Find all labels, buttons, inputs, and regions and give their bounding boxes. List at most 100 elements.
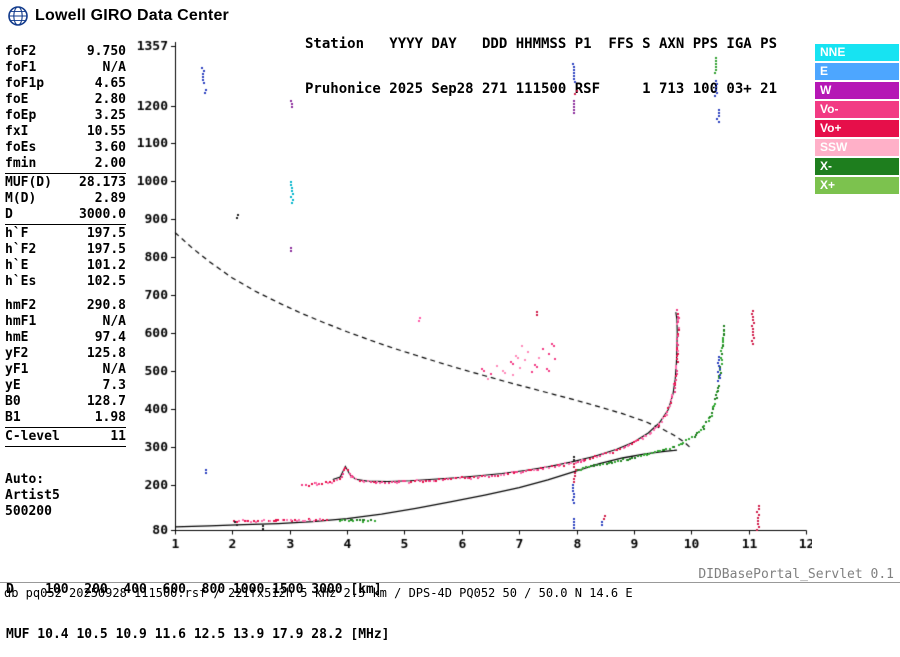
param-row-yf2: yF2 125.8 <box>5 346 126 362</box>
param-name: Artist5 <box>5 488 60 503</box>
legend-item-x: X- <box>815 158 899 175</box>
param-row-m-d: M(D) 2.89 <box>5 191 126 207</box>
panel-gap <box>5 290 126 298</box>
param-row-fof1: foF1 N/A <box>5 60 126 76</box>
param-row-c-level: C-level 11 <box>5 429 126 445</box>
param-name: 500200 <box>5 504 52 519</box>
param-name: foEp <box>5 108 37 123</box>
param-value: 2.89 <box>94 191 126 206</box>
param-name: C-level <box>5 429 60 444</box>
param-value: 11 <box>110 429 126 444</box>
param-value: 3000.0 <box>79 207 126 222</box>
param-value: 7.3 <box>102 378 126 393</box>
param-name: foF1p <box>5 76 45 91</box>
param-value: 197.5 <box>86 226 126 241</box>
param-row-b0: B0 128.7 <box>5 394 126 410</box>
param-name: hmF1 <box>5 314 37 329</box>
distance-row: D 100 200 400 600 800 1000 1500 3000 [km… <box>6 582 382 597</box>
param-row-muf-d: MUF(D) 28.173 <box>5 175 126 191</box>
param-name: foF1 <box>5 60 37 75</box>
distance-muf-table: D 100 200 400 600 800 1000 1500 3000 [km… <box>6 552 390 657</box>
param-row-h-e: h`E 101.2 <box>5 258 126 274</box>
param-row-yf1: yF1 N/A <box>5 362 126 378</box>
param-row-hme: hmE 97.4 <box>5 330 126 346</box>
param-value: 3.25 <box>94 108 126 123</box>
servlet-version: DIDBasePortal_Servlet 0.1 <box>698 567 894 582</box>
legend-item-vo: Vo- <box>815 101 899 118</box>
panel-divider <box>5 446 126 447</box>
param-value: 125.8 <box>86 346 126 361</box>
status-bar: db pq052 20250928 111500.rsf / 221fx512h… <box>4 586 633 600</box>
param-name: foEs <box>5 140 37 155</box>
param-value: 2.80 <box>94 92 126 107</box>
param-name: hmF2 <box>5 298 37 313</box>
param-name: D <box>5 207 13 222</box>
param-row-h-f2: h`F2 197.5 <box>5 242 126 258</box>
param-name: B0 <box>5 394 21 409</box>
param-row-foe: foE 2.80 <box>5 92 126 108</box>
param-row-hmf2: hmF2 290.8 <box>5 298 126 314</box>
param-row-fof2: foF2 9.750 <box>5 44 126 60</box>
param-name: MUF(D) <box>5 175 52 190</box>
ionogram-plot <box>128 36 812 556</box>
parameter-panel: foF2 9.750 foF1 N/A foF1p 4.65 foE 2.80 foEp 3.25… <box>5 44 126 520</box>
param-value: 10.55 <box>86 124 126 139</box>
panel-divider <box>5 173 126 174</box>
param-name: yE <box>5 378 21 393</box>
param-value: 97.4 <box>94 330 126 345</box>
param-value: 3.60 <box>94 140 126 155</box>
param-name: foE <box>5 92 29 107</box>
param-value: N/A <box>102 60 126 75</box>
param-row-auto: Auto: <box>5 472 126 488</box>
logo-text: Lowell GIRO Data Center <box>35 7 229 24</box>
param-row-foes: foEs 3.60 <box>5 140 126 156</box>
legend-item-w: W <box>815 82 899 99</box>
param-name: M(D) <box>5 191 37 206</box>
panel-gap <box>5 448 126 472</box>
param-value: N/A <box>102 314 126 329</box>
param-row-ye: yE 7.3 <box>5 378 126 394</box>
param-name: B1 <box>5 410 21 425</box>
param-row-b1: B1 1.98 <box>5 410 126 426</box>
param-name: hmE <box>5 330 29 345</box>
param-row-h-f: h`F 197.5 <box>5 226 126 242</box>
param-name: h`F <box>5 226 29 241</box>
panel-divider <box>5 224 126 225</box>
panel-divider <box>5 427 126 428</box>
param-row-fxi: fxI 10.55 <box>5 124 126 140</box>
param-row-d: D 3000.0 <box>5 207 126 223</box>
param-name: fxI <box>5 124 29 139</box>
muf-row: MUF 10.4 10.5 10.9 11.6 12.5 13.9 17.9 2… <box>6 627 390 642</box>
param-value: 2.00 <box>94 156 126 171</box>
echo-legend: NNE E W Vo- Vo+ SSW X- X+ <box>815 44 899 196</box>
footer-divider <box>0 582 900 583</box>
param-name: foF2 <box>5 44 37 59</box>
param-value: 1.98 <box>94 410 126 425</box>
param-value: 128.7 <box>86 394 126 409</box>
param-name: fmin <box>5 156 37 171</box>
legend-item-x: X+ <box>815 177 899 194</box>
legend-item-ssw: SSW <box>815 139 899 156</box>
param-row-hmf1: hmF1 N/A <box>5 314 126 330</box>
logo: Lowell GIRO Data Center <box>7 5 229 27</box>
param-row-fmin: fmin 2.00 <box>5 156 126 172</box>
param-name: h`E <box>5 258 29 273</box>
param-row-foep: foEp 3.25 <box>5 108 126 124</box>
param-value: 28.173 <box>79 175 126 190</box>
param-name: yF1 <box>5 362 29 377</box>
globe-icon <box>8 6 28 26</box>
param-name: h`F2 <box>5 242 37 257</box>
legend-item-e: E <box>815 63 899 80</box>
legend-item-vo: Vo+ <box>815 120 899 137</box>
param-value: 290.8 <box>86 298 126 313</box>
param-name: h`Es <box>5 274 37 289</box>
param-value: 4.65 <box>94 76 126 91</box>
param-value: 102.5 <box>86 274 126 289</box>
param-value: 101.2 <box>86 258 126 273</box>
param-row-500200: 500200 <box>5 504 126 520</box>
param-row-fof1p: foF1p 4.65 <box>5 76 126 92</box>
param-name: yF2 <box>5 346 29 361</box>
param-value: 197.5 <box>86 242 126 257</box>
param-value: 9.750 <box>86 44 126 59</box>
param-value: N/A <box>102 362 126 377</box>
